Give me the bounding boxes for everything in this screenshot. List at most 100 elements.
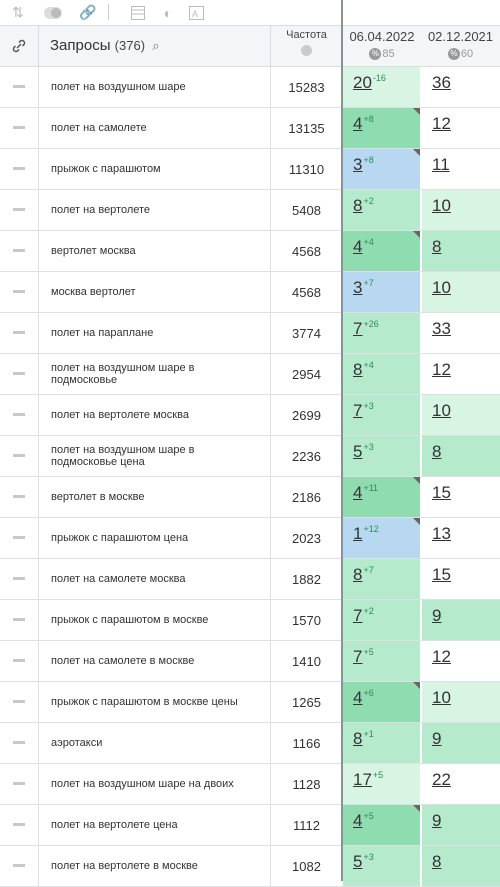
position-link[interactable]: 15: [432, 483, 451, 503]
sort-icon[interactable]: ⇅: [12, 4, 24, 20]
position-value[interactable]: 8: [353, 360, 363, 379]
row-action-cell[interactable]: [0, 641, 39, 681]
position-link[interactable]: 20-16: [353, 73, 386, 93]
position-value[interactable]: 8: [432, 237, 442, 256]
row-action-cell[interactable]: [0, 149, 39, 189]
dash-icon[interactable]: [13, 700, 25, 703]
dash-icon[interactable]: [13, 331, 25, 334]
position-link[interactable]: 8: [432, 442, 441, 462]
position-link[interactable]: 10: [432, 278, 451, 298]
row-action-cell[interactable]: [0, 67, 39, 107]
position-value[interactable]: 3: [353, 155, 363, 174]
dash-icon[interactable]: [13, 659, 25, 662]
row-action-cell[interactable]: [0, 108, 39, 148]
table-row[interactable]: полет на воздушном шаре в подмосковье 295…: [0, 354, 500, 395]
position-value[interactable]: 3: [353, 278, 363, 297]
dash-icon[interactable]: [13, 249, 25, 252]
position-link[interactable]: 7+2: [353, 606, 374, 626]
dash-icon[interactable]: [13, 290, 25, 293]
position-value[interactable]: 13: [432, 524, 451, 543]
table-row[interactable]: полет на самолете в москве 1410 7+5 12: [0, 641, 500, 682]
position-link[interactable]: 8+2: [353, 196, 374, 216]
position-value[interactable]: 33: [432, 319, 451, 338]
position-link[interactable]: 7+3: [353, 401, 374, 421]
position-link[interactable]: 7+5: [353, 647, 374, 667]
position-value[interactable]: 9: [432, 811, 442, 830]
position-link[interactable]: 5+3: [353, 852, 374, 872]
table-row[interactable]: полет на параплане 3774 7+26 33: [0, 313, 500, 354]
dash-icon[interactable]: [13, 823, 25, 826]
position-value[interactable]: 36: [432, 73, 451, 92]
dash-icon[interactable]: [13, 618, 25, 621]
position-value[interactable]: 7: [353, 606, 363, 625]
row-action-cell[interactable]: [0, 272, 39, 312]
date-column-header-1[interactable]: 06.04.2022 % 85: [343, 26, 421, 66]
position-link[interactable]: 4+5: [353, 811, 374, 831]
row-action-cell[interactable]: [0, 231, 39, 271]
position-link[interactable]: 17+5: [353, 770, 383, 790]
table-row[interactable]: полет на вертолете 5408 8+2 10: [0, 190, 500, 231]
table-icon[interactable]: [129, 4, 147, 21]
dash-icon[interactable]: [13, 167, 25, 170]
table-row[interactable]: полет на вертолете москва 2699 7+3 10: [0, 395, 500, 436]
dash-icon[interactable]: [13, 126, 25, 129]
position-link[interactable]: 33: [432, 319, 451, 339]
dash-icon[interactable]: [13, 741, 25, 744]
position-link[interactable]: 4+4: [353, 237, 374, 257]
position-value[interactable]: 4: [353, 811, 363, 830]
position-link[interactable]: 5+3: [353, 442, 374, 462]
dash-icon[interactable]: [13, 577, 25, 580]
position-link[interactable]: 8+4: [353, 360, 374, 380]
position-link[interactable]: 3+7: [353, 278, 374, 298]
position-link[interactable]: 9: [432, 811, 441, 831]
position-link[interactable]: 13: [432, 524, 451, 544]
position-value[interactable]: 7: [353, 401, 363, 420]
position-link[interactable]: 9: [432, 729, 441, 749]
position-value[interactable]: 8: [432, 442, 442, 461]
position-value[interactable]: 4: [353, 114, 363, 133]
position-value[interactable]: 12: [432, 114, 451, 133]
position-value[interactable]: 4: [353, 688, 363, 707]
query-column-header[interactable]: Запросы (376) ⌕: [50, 37, 159, 54]
contrast-icon[interactable]: ◐: [163, 4, 173, 21]
position-link[interactable]: 8+7: [353, 565, 374, 585]
position-link[interactable]: 7+26: [353, 319, 379, 339]
dash-icon[interactable]: [13, 454, 25, 457]
frequency-column-header[interactable]: Частота: [270, 26, 342, 66]
row-action-cell[interactable]: [0, 518, 39, 558]
position-value[interactable]: 8: [353, 565, 363, 584]
row-action-cell[interactable]: [0, 846, 39, 886]
position-value[interactable]: 4: [353, 483, 363, 502]
position-value[interactable]: 8: [353, 729, 363, 748]
table-row[interactable]: аэротакси 1166 8+1 9: [0, 723, 500, 764]
position-value[interactable]: 22: [432, 770, 451, 789]
position-link[interactable]: 4+6: [353, 688, 374, 708]
position-link[interactable]: 1+12: [353, 524, 379, 544]
table-row[interactable]: полет на самолете 13135 4+8 12: [0, 108, 500, 149]
row-action-cell[interactable]: [0, 354, 39, 394]
position-value[interactable]: 10: [432, 688, 451, 707]
table-row[interactable]: полет на воздушном шаре в подмосковье це…: [0, 436, 500, 477]
position-link[interactable]: 8: [432, 852, 441, 872]
table-row[interactable]: прыжок с парашютом цена 2023 1+12 13: [0, 518, 500, 559]
row-action-cell[interactable]: [0, 477, 39, 517]
search-icon[interactable]: ⌕: [152, 38, 160, 53]
position-link[interactable]: 9: [432, 606, 441, 626]
table-row[interactable]: полет на вертолете цена 1112 4+5 9: [0, 805, 500, 846]
row-action-cell[interactable]: [0, 559, 39, 599]
table-row[interactable]: вертолет москва 4568 4+4 8: [0, 231, 500, 272]
row-action-cell[interactable]: [0, 313, 39, 353]
link-icon[interactable]: 🔗: [79, 4, 97, 20]
position-link[interactable]: 10: [432, 688, 451, 708]
position-link[interactable]: 11: [432, 155, 450, 175]
dash-icon[interactable]: [13, 864, 25, 867]
position-link[interactable]: 12: [432, 114, 451, 134]
position-value[interactable]: 7: [353, 647, 363, 666]
row-action-cell[interactable]: [0, 682, 39, 722]
dash-icon[interactable]: [13, 782, 25, 785]
position-value[interactable]: 7: [353, 319, 363, 338]
table-row[interactable]: прыжок с парашютом в москве цены 1265 4+6 1…: [0, 682, 500, 723]
table-row[interactable]: полет на воздушном шаре на двоих 1128 17+5…: [0, 764, 500, 805]
position-value[interactable]: 20: [353, 73, 372, 92]
position-value[interactable]: 9: [432, 606, 442, 625]
